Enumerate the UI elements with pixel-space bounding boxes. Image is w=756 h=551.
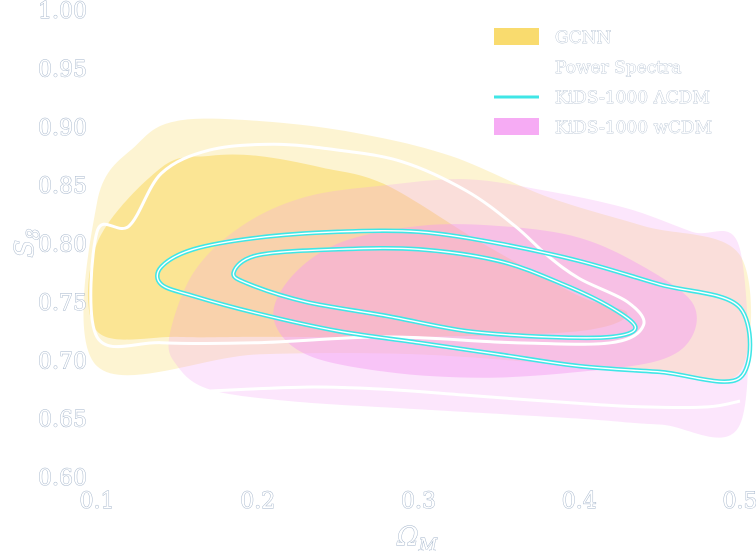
- kids-1000-cdm-contour-2sigma-highlight: [156, 230, 751, 383]
- legend-swatch-kids-1000-wcdm: [494, 118, 539, 135]
- legend-label-gcnn: GCNN: [555, 28, 611, 48]
- legend-swatch-gcnn: [494, 28, 539, 45]
- y-tick-label: 0.70: [38, 349, 87, 374]
- x-tick-label: 0.2: [240, 489, 275, 514]
- power-spectra-contour-1sigma: [193, 385, 741, 410]
- x-tick-label: 0.5: [723, 489, 756, 514]
- legend: GCNN Power Spectra KiDS-1000 ΛCDM KiDS-1000…: [494, 28, 712, 138]
- x-axis-title: ΩM: [396, 522, 438, 551]
- y-tick-label: 0.80: [38, 233, 87, 258]
- y-tick-label: 0.75: [38, 291, 87, 316]
- y-tick-label: 0.60: [38, 466, 87, 491]
- legend-label-kids-1000-wcdm: KiDS-1000 wCDM: [555, 118, 712, 138]
- contour-layer: [83, 118, 753, 438]
- y-tick-label: 0.95: [38, 57, 87, 82]
- axes-layer: 0.60 0.65 0.70 0.75 0.80 0.85 0.90 0.95 1.00 0.1 0…: [10, 0, 756, 551]
- y-axis-title: S8: [10, 228, 44, 257]
- x-tick-label: 0.3: [401, 489, 436, 514]
- y-tick-label: 1.00: [38, 0, 87, 24]
- x-tick-label: 0.1: [80, 489, 115, 514]
- x-tick-label: 0.4: [562, 489, 597, 514]
- y-tick-label: 0.90: [38, 116, 87, 141]
- y-tick-label: 0.85: [38, 174, 87, 199]
- legend-label-power-spectra: Power Spectra: [555, 58, 681, 78]
- y-tick-label: 0.65: [38, 408, 87, 433]
- legend-label-kids-1000-cdm: KiDS-1000 ΛCDM: [555, 88, 710, 108]
- power-spectra-contour-2sigma: [89, 142, 646, 349]
- kids-1000-cdm-contour-1sigma-highlight: [232, 247, 637, 339]
- kids-1000-wcdm-contour-2sigma: [168, 179, 749, 438]
